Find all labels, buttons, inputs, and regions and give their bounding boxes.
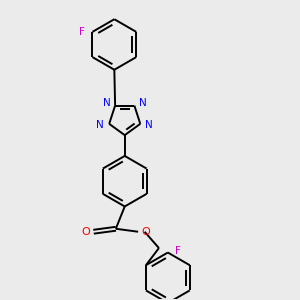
Text: O: O bbox=[82, 227, 91, 237]
Text: F: F bbox=[79, 27, 85, 37]
Text: N: N bbox=[139, 98, 146, 108]
Text: O: O bbox=[141, 227, 150, 237]
Text: N: N bbox=[103, 98, 111, 108]
Text: F: F bbox=[175, 246, 181, 256]
Text: N: N bbox=[145, 120, 153, 130]
Text: N: N bbox=[96, 120, 104, 130]
